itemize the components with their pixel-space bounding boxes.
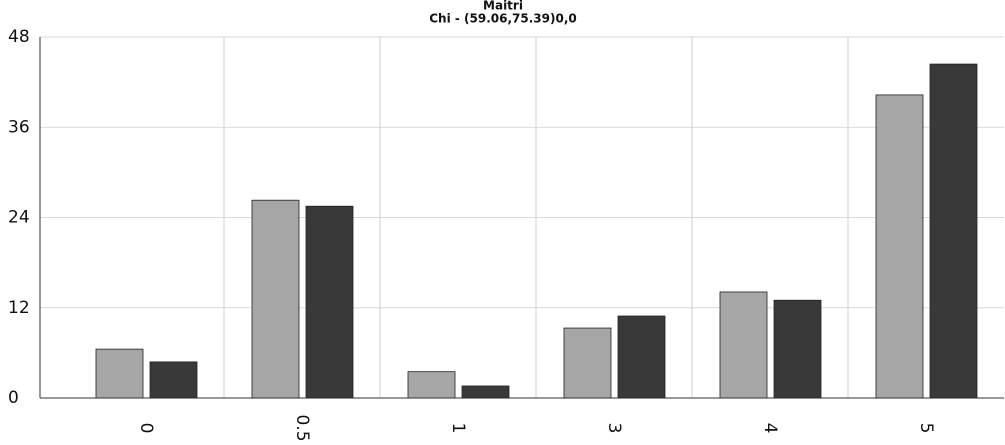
chart-subtitle: Chi - (59.06,75.39)0,0 (429, 12, 577, 26)
x-tick-label: 4 (760, 423, 780, 434)
bar (407, 371, 456, 399)
bar (563, 327, 612, 399)
bar (251, 199, 300, 399)
bar (875, 94, 924, 399)
bar (305, 205, 354, 399)
y-tick-label: 24 (8, 208, 30, 228)
bar (617, 315, 666, 399)
bar (149, 361, 198, 399)
bar (929, 63, 978, 399)
bar (773, 299, 822, 399)
chart-title: Maitri (483, 0, 523, 13)
y-tick-label: 48 (8, 27, 30, 47)
y-tick-label: 12 (8, 298, 30, 318)
bar (461, 385, 510, 399)
x-tick-label: 3 (604, 423, 624, 434)
x-tick-label: 5 (916, 423, 936, 434)
x-tick-label: 0.5 (292, 414, 312, 441)
bar (95, 348, 144, 399)
bar (719, 291, 768, 399)
x-tick-label: 1 (448, 423, 468, 434)
x-tick-label: 0 (136, 423, 156, 434)
y-tick-label: 0 (8, 388, 19, 408)
y-tick-label: 36 (8, 117, 30, 137)
